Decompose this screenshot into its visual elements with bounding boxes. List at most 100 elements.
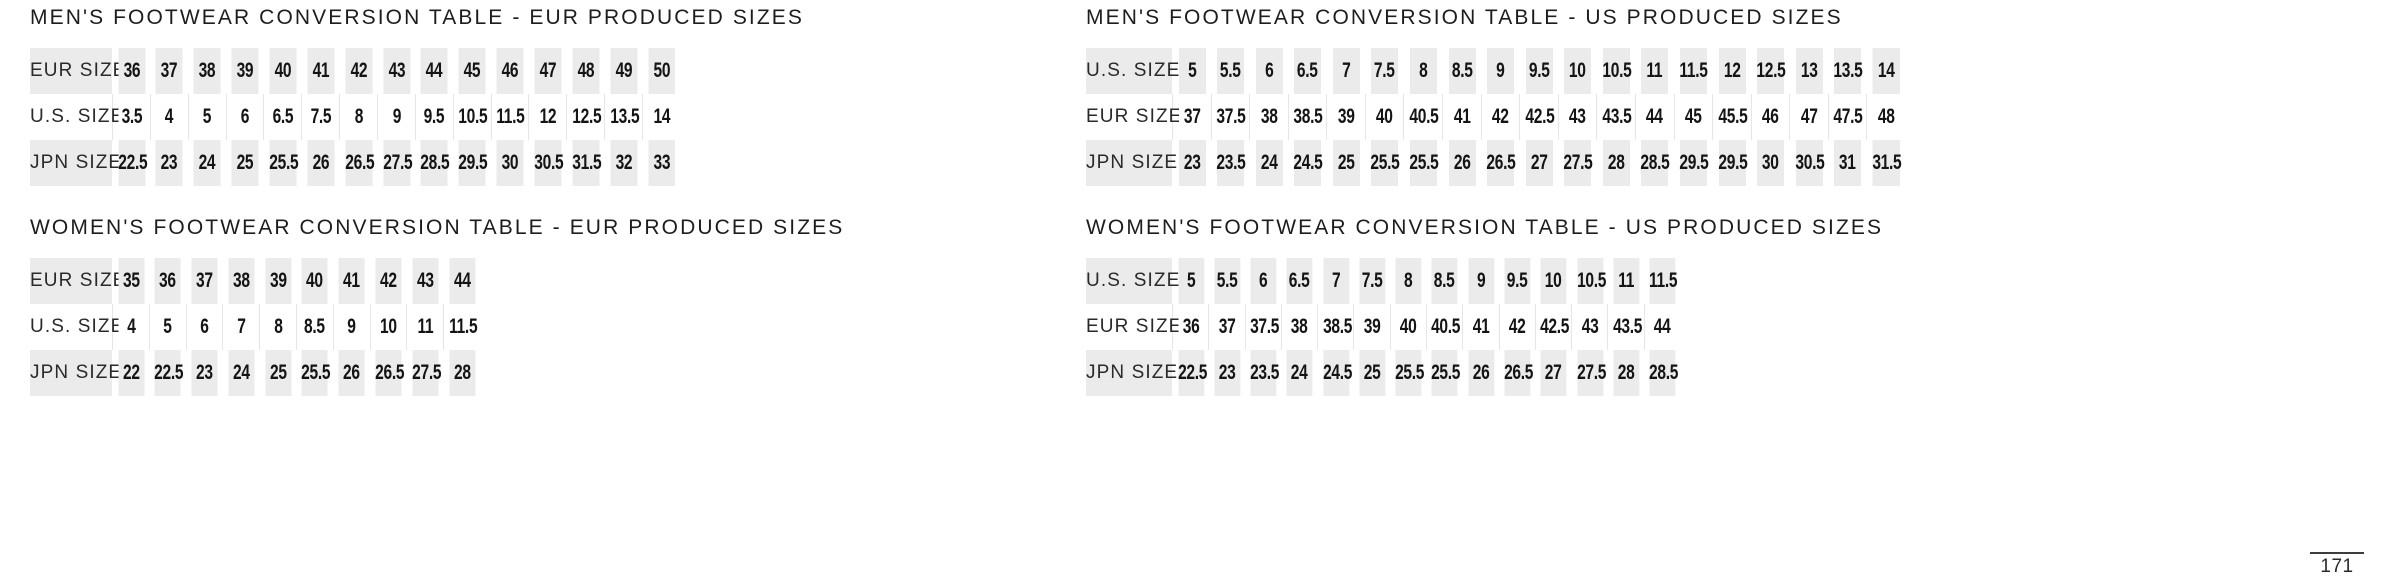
size-cell: 11: [1640, 48, 1670, 94]
size-cell: 42: [1486, 94, 1516, 140]
size-cell: 45.5: [1717, 94, 1747, 140]
table-row: JPN SIZE 22.5 23 24 25 25.5 26 26.5 27.5…: [30, 140, 680, 186]
size-cell: 31.5: [1871, 140, 1902, 186]
size-cell: 25.5: [1370, 140, 1400, 186]
size-cell: 39: [1358, 304, 1386, 350]
size-cell: 12: [533, 94, 563, 140]
size-cell: 11.5: [496, 94, 525, 140]
size-cell: 22.5: [1177, 350, 1207, 396]
size-cell: 24: [1254, 140, 1284, 186]
size-cell: 8.5: [1431, 258, 1459, 304]
size-cell: 42: [1503, 304, 1531, 350]
size-cell: 9.5: [420, 94, 449, 140]
size-cell: 5: [1177, 258, 1205, 304]
size-cell: 26.5: [344, 140, 374, 186]
size-cell: 37: [190, 258, 219, 304]
size-cell: 24: [193, 140, 222, 186]
size-cell: 27: [1540, 350, 1568, 396]
size-cell: 10.5: [458, 94, 488, 140]
row-label-jpn-size: JPN SIZE: [1086, 350, 1177, 396]
size-cell: 25: [1358, 350, 1386, 396]
size-cell: 25.5: [301, 350, 331, 396]
size-cell: 7: [227, 304, 256, 350]
size-cell: 44: [1648, 304, 1676, 350]
size-cell: 11.5: [1648, 258, 1678, 304]
size-cell: 38: [1254, 94, 1284, 140]
size-cell: 6.5: [1286, 258, 1314, 304]
size-cell: 40: [1394, 304, 1423, 350]
table-title-womens-eur: WOMEN'S FOOTWEAR CONVERSION TABLE - EUR …: [30, 216, 845, 239]
size-cell: 12.5: [571, 94, 601, 140]
size-cell: 41: [1467, 304, 1495, 350]
size-cell: 38.5: [1322, 304, 1352, 350]
size-cell: 47: [1794, 94, 1824, 140]
size-cell: 4: [117, 304, 145, 350]
size-cell: 27: [1524, 140, 1554, 186]
size-cell: 25: [230, 140, 260, 186]
table-title-womens-us: WOMEN'S FOOTWEAR CONVERSION TABLE - US P…: [1086, 216, 1884, 239]
size-cell: 47: [533, 48, 563, 94]
size-cell: 5: [154, 304, 182, 350]
size-cell: 26.5: [1486, 140, 1516, 186]
size-cell: 37.5: [1249, 304, 1280, 350]
size-cell: 8.5: [1447, 48, 1477, 94]
size-cell: 26: [306, 140, 336, 186]
size-cell: 40: [301, 258, 329, 304]
size-cell: 29.5: [1717, 140, 1747, 186]
table-block-mens-eur: MEN'S FOOTWEAR CONVERSION TABLE - EUR PR…: [0, 0, 1060, 186]
size-cell: 5: [193, 94, 222, 140]
row-label-us-size: U.S. SIZE: [30, 94, 123, 140]
page-number: 171: [2320, 556, 2354, 577]
size-cell: 42: [344, 48, 373, 94]
size-cell: 48: [1871, 94, 1901, 140]
size-cell: 35: [117, 258, 145, 304]
size-cell: 24.5: [1293, 140, 1323, 186]
size-cell: 23.5: [1249, 350, 1280, 396]
table-block-womens-us: WOMEN'S FOOTWEAR CONVERSION TABLE - US P…: [1060, 186, 2399, 396]
size-cell: 24.5: [1322, 350, 1352, 396]
size-cell: 7.5: [1370, 48, 1400, 94]
size-cell: 26: [338, 350, 366, 396]
size-cell: 11: [411, 304, 440, 350]
size-cell: 5.5: [1213, 258, 1241, 304]
size-cell: 25.5: [1431, 350, 1461, 396]
size-cell: 43: [411, 258, 440, 304]
size-cell: 30: [496, 140, 525, 186]
row-label-eur-size: EUR SIZE: [30, 48, 125, 94]
table-row: JPN SIZE 23 23.5 24 24.5 25 25.5 25.5 26…: [1086, 140, 1905, 186]
size-cell: 43: [382, 48, 411, 94]
table-row: U.S. SIZE 4 5 6 7 8 8.5 9 10 11 11.5: [30, 304, 480, 350]
size-cell: 47.5: [1833, 94, 1863, 140]
table-row: EUR SIZE 37 37.5 38 38.5 39 40 40.5 41 4…: [1086, 94, 1905, 140]
size-cell: 50: [647, 48, 676, 94]
size-cell: 42.5: [1540, 304, 1570, 350]
size-cell: 13: [1794, 48, 1824, 94]
size-cell: 25.5: [1394, 350, 1425, 396]
size-cell: 6: [230, 94, 260, 140]
size-cell: 8: [1408, 48, 1438, 94]
size-cell: 28.5: [1648, 350, 1679, 396]
size-cell: 26.5: [1503, 350, 1533, 396]
table-body: U.S. SIZE 5 5.5 6 6.5 7 7.5 8 8.5 9 9.5 …: [1086, 258, 1680, 396]
size-cell: 28: [448, 350, 476, 396]
size-cell: 41: [1447, 94, 1477, 140]
size-cell: 40: [1370, 94, 1400, 140]
size-cell: 11.5: [448, 304, 477, 350]
size-cell: 23: [155, 140, 184, 186]
size-cell: 27.5: [411, 350, 441, 396]
size-cell: 8: [264, 304, 293, 350]
size-cell: 22.5: [117, 140, 147, 186]
size-cell: 39: [264, 258, 293, 304]
page-number-rule: [2310, 552, 2364, 554]
table-row: JPN SIZE 22 22.5 23 24 25 25.5 26 26.5 2…: [30, 350, 480, 396]
size-cell: 10: [374, 304, 403, 350]
size-cell: 9: [338, 304, 366, 350]
size-table-mens-us: U.S. SIZE 5 5.5 6 6.5 7 7.5 8 8.5 9 9.5 …: [1086, 48, 1905, 186]
size-cell: 31.5: [571, 140, 601, 186]
size-cell: 5.5: [1216, 48, 1246, 94]
page-footer: 171: [2301, 552, 2373, 576]
size-cell: 23: [1213, 350, 1241, 396]
size-cell: 9.5: [1524, 48, 1554, 94]
size-cell: 9: [1467, 258, 1495, 304]
